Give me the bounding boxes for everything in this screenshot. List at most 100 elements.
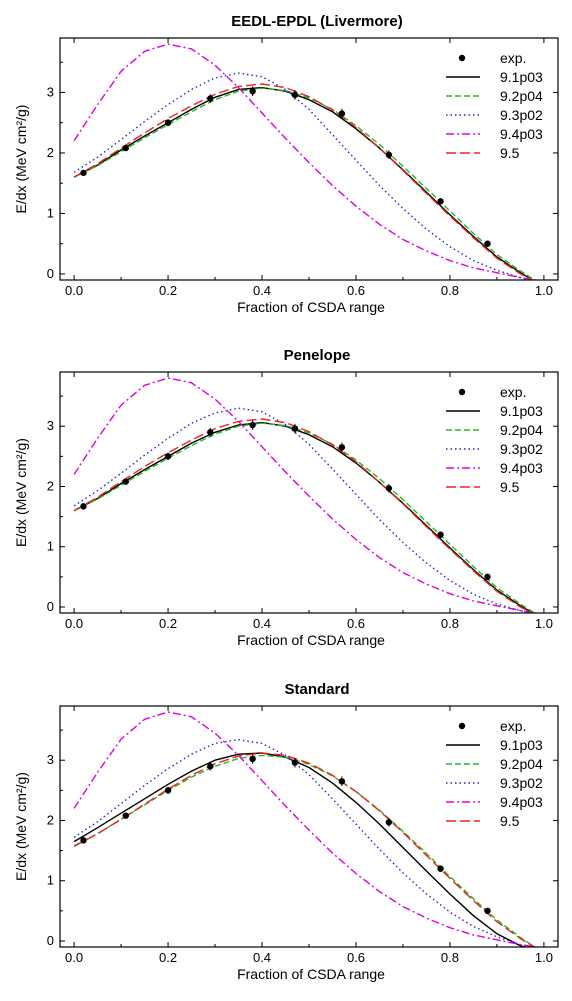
x-tick-label: 0.2 [159,283,177,298]
exp-point [122,144,129,152]
exp-point [437,865,444,872]
exp-point [437,531,444,538]
series-line-9.3p02 [73,407,533,613]
x-tick-label: 0.4 [253,616,271,631]
exp-point [291,759,299,766]
series-line-9.4p03 [73,711,541,947]
exp-point [249,88,256,95]
series-line-9.2p04 [73,754,535,947]
legend-label-9.1p03: 9.1p03 [500,737,543,753]
exp-point [207,95,214,102]
exp-point [249,755,256,763]
y-tick-label: 0 [47,599,54,614]
legend-label-9.4p03: 9.4p03 [500,126,543,142]
x-tick-label: 0.8 [441,950,459,965]
exp-point [122,478,129,485]
y-tick-label: 2 [47,812,54,827]
chart-panel-2: Standard 0.0 0.2 0.4 0.6 0.8 1.0 0 1 2 3 Fraction o… [13,681,559,982]
exp-point [122,812,129,819]
x-axis-label: Fraction of CSDA range [237,966,385,982]
legend-label-9.2p04: 9.2p04 [500,756,543,772]
x-tick-label: 0.6 [347,950,365,965]
series-line-9.4p03 [73,43,541,280]
exp-point [338,778,346,785]
x-tick-label: 0.0 [65,283,83,298]
x-tick-label: 1.0 [535,283,553,298]
curves-group [73,377,541,613]
legend-marker-exp [458,54,466,62]
plot-frame [59,37,559,281]
exp-point [291,425,299,432]
y-axis-label: E/dx (MeV cm²/g) [13,438,29,547]
legend-label-9.4p03: 9.4p03 [500,794,543,810]
x-tick-label: 1.0 [535,616,553,631]
x-tick-label: 0.2 [159,950,177,965]
exp-point [164,453,172,460]
y-tick-label: 1 [47,539,54,554]
series-line-9.5 [73,83,534,280]
legend-label-exp: exp. [500,384,526,400]
x-tick-label: 0.2 [159,616,177,631]
exp-point [80,503,87,510]
series-line-9.5 [73,752,535,947]
series-line-9.5 [73,418,534,613]
legend-label-9.5: 9.5 [500,145,520,161]
x-tick-label: 0.6 [347,283,365,298]
exp-point [484,240,491,247]
chart-panel-0: EEDL-EPDL (Livermore) 0.0 0.2 0.4 0.6 0.8 1.0 0… [13,13,559,315]
series-line-9.1p03 [73,421,534,613]
y-tick-label: 0 [47,933,54,948]
legend-label-9.1p03: 9.1p03 [500,403,543,419]
series-line-9.1p03 [73,752,528,947]
curves-group [73,711,541,947]
exp-point [80,837,87,844]
legend-label-9.3p02: 9.3p02 [500,441,543,457]
legend-label-9.3p02: 9.3p02 [500,775,543,791]
exp-point [385,485,393,492]
legend-label-9.4p03: 9.4p03 [500,460,543,476]
legend-label-9.5: 9.5 [500,813,520,829]
chart-title: Penelope [284,347,351,364]
x-tick-label: 0.0 [65,616,83,631]
x-axis-label: Fraction of CSDA range [237,299,385,315]
exp-point [385,819,393,826]
series-line-9.3p02 [73,72,533,280]
y-tick-label: 1 [47,205,54,220]
series-line-9.2p04 [73,422,535,613]
y-axis-label: E/dx (MeV cm²/g) [13,105,29,214]
legend-label-exp: exp. [500,50,526,66]
x-tick-label: 0.8 [441,616,459,631]
exp-point [80,169,87,177]
legend-label-9.5: 9.5 [500,479,520,495]
chart-title: Standard [284,681,349,698]
y-tick-label: 3 [47,418,54,433]
y-tick-label: 0 [47,266,54,281]
series-line-9.3p02 [73,739,533,947]
legend-marker-exp [458,722,466,730]
chart-panel-1: Penelope 0.0 0.2 0.4 0.6 0.8 1.0 0 1 2 3 Fraction o… [13,347,559,648]
x-tick-label: 0.4 [253,283,271,298]
x-tick-label: 0.8 [441,283,459,298]
x-tick-label: 0.4 [253,950,271,965]
legend-marker-exp [458,388,466,396]
y-tick-label: 3 [47,84,54,99]
legend-label-exp: exp. [500,718,526,734]
exp-point [207,429,214,436]
exp-point [484,573,491,581]
x-tick-label: 0.6 [347,616,365,631]
exp-point [437,198,444,205]
plot-frame [59,705,559,948]
y-tick-label: 1 [47,873,54,888]
legend-label-9.3p02: 9.3p02 [500,107,543,123]
chart-title: EEDL-EPDL (Livermore) [231,13,402,30]
series-line-9.2p04 [73,87,535,280]
x-tick-label: 1.0 [535,950,553,965]
exp-point [484,907,491,915]
legend-label-9.2p04: 9.2p04 [500,88,543,104]
exp-point [338,444,346,451]
series-line-9.1p03 [73,86,534,280]
y-tick-label: 3 [47,752,54,767]
y-axis-label: E/dx (MeV cm²/g) [13,772,29,881]
